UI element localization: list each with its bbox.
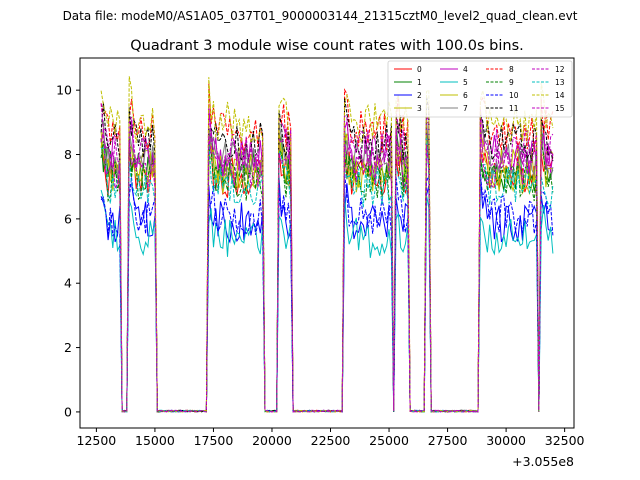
legend-label-4: 4 <box>463 65 468 74</box>
legend-label-3: 3 <box>417 104 422 113</box>
series-line-14 <box>100 76 554 413</box>
x-tick-label: 20000 <box>252 433 292 448</box>
legend-label-1: 1 <box>417 78 422 87</box>
series-layer <box>100 76 554 413</box>
x-axis: 12500 15000 17500 20000 22500 25000 27500 30000… <box>77 428 585 448</box>
plot-area-frame <box>79 57 575 429</box>
x-tick-label: 32500 <box>545 433 585 448</box>
y-axis: 0 2 4 6 8 10 <box>56 83 80 419</box>
series-line-1 <box>100 127 554 413</box>
legend-frame <box>387 60 573 118</box>
legend-label-0: 0 <box>417 65 422 74</box>
x-axis-offset-label: +3.055e8 <box>512 454 574 469</box>
y-tick-label: 2 <box>64 340 72 355</box>
legend-label-7: 7 <box>463 104 468 113</box>
legend-label-5: 5 <box>463 78 468 87</box>
y-tick-label: 4 <box>64 276 72 291</box>
y-tick-label: 0 <box>64 404 72 419</box>
x-tick-label: 17500 <box>194 433 234 448</box>
legend-label-6: 6 <box>463 91 468 100</box>
x-tick-label: 30000 <box>486 433 526 448</box>
series-line-3 <box>100 118 554 413</box>
series-line-13 <box>100 137 554 413</box>
legend-label-10: 10 <box>509 91 519 100</box>
x-tick-label: 22500 <box>311 433 351 448</box>
series-line-15 <box>100 120 554 413</box>
series-line-2 <box>100 174 554 413</box>
chart-title: Quadrant 3 module wise count rates with … <box>130 38 524 54</box>
series-line-5 <box>100 189 554 413</box>
legend-label-14: 14 <box>555 91 565 100</box>
chart-suptitle: Data file: modeM0/AS1A05_037T01_90000031… <box>63 9 578 23</box>
legend-label-13: 13 <box>555 78 565 87</box>
legend-label-8: 8 <box>509 65 514 74</box>
x-tick-label: 15000 <box>135 433 175 448</box>
legend-label-9: 9 <box>509 78 514 87</box>
series-line-8 <box>100 83 554 413</box>
x-tick-label: 25000 <box>369 433 409 448</box>
legend-label-2: 2 <box>417 91 422 100</box>
y-tick-label: 8 <box>64 147 72 162</box>
legend-label-12: 12 <box>555 65 565 74</box>
x-tick-label: 27500 <box>428 433 468 448</box>
series-line-11 <box>100 96 554 413</box>
x-tick-label: 12500 <box>77 433 117 448</box>
series-line-10 <box>100 173 554 413</box>
legend-label-11: 11 <box>509 104 519 113</box>
y-tick-label: 10 <box>56 83 72 98</box>
y-tick-label: 6 <box>64 211 72 226</box>
legend-label-15: 15 <box>555 104 565 113</box>
